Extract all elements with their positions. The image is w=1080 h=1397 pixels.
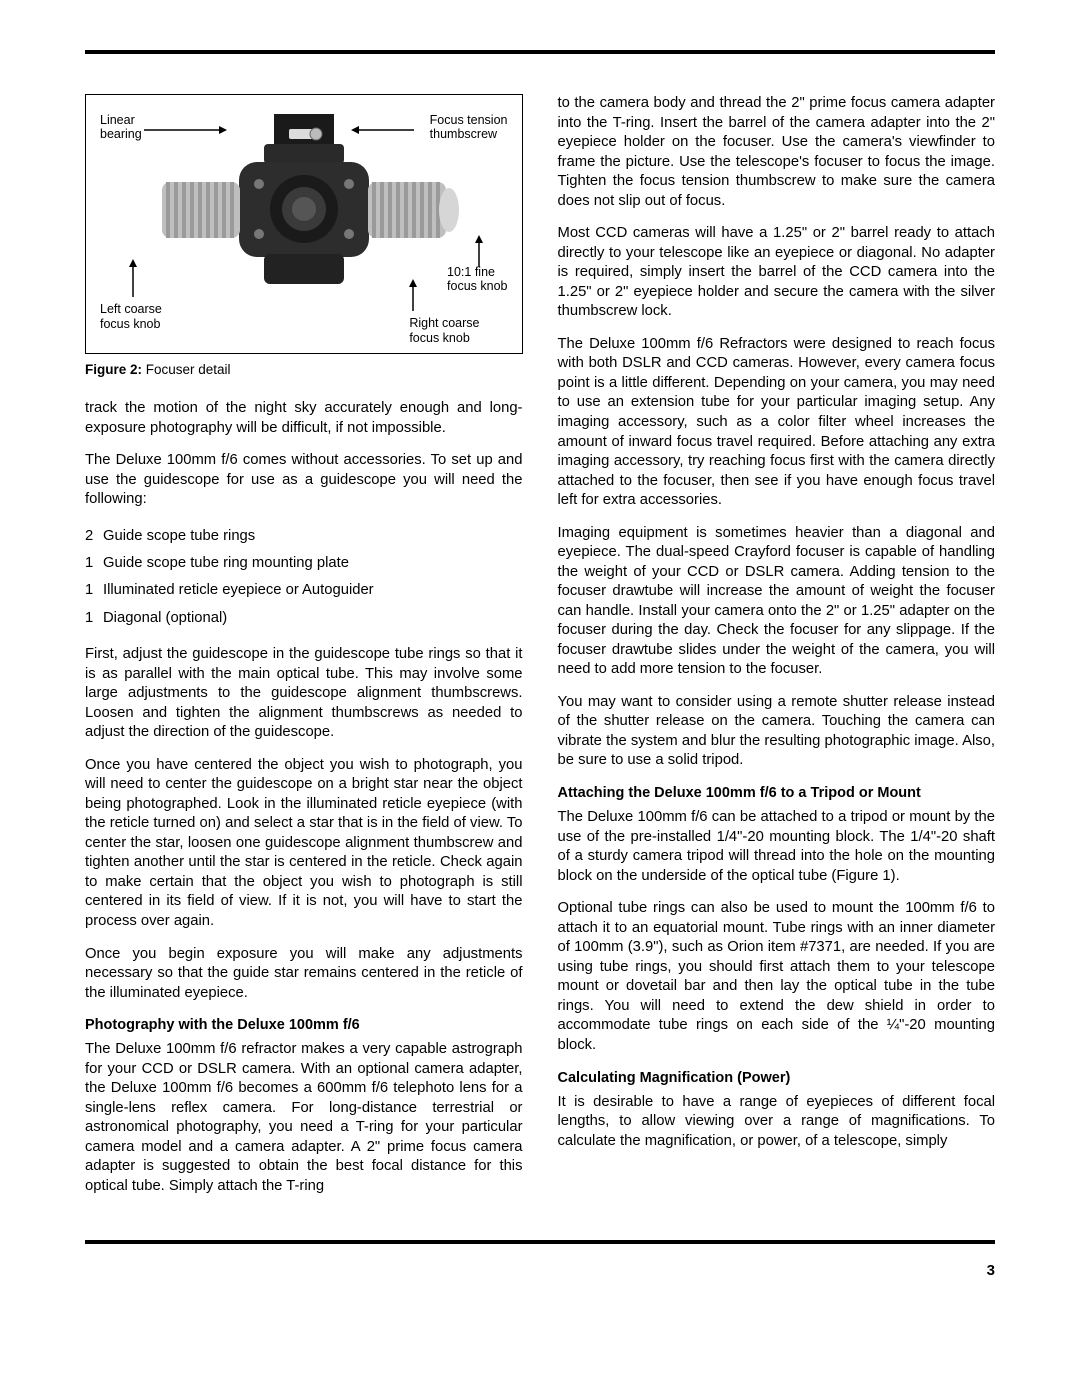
- right-column: to the camera body and thread the 2" pri…: [558, 94, 996, 1210]
- page-number: 3: [85, 1262, 995, 1279]
- list-item: 2Guide scope tube rings: [85, 523, 523, 550]
- bottom-rule: [85, 1240, 995, 1244]
- figure-caption-text: Focuser detail: [142, 362, 231, 377]
- heading-photography: Photography with the Deluxe 100mm f/6: [85, 1016, 523, 1034]
- heading-magnification: Calculating Magnification (Power): [558, 1069, 996, 1087]
- arrow-icon: [406, 277, 420, 311]
- arrow-icon: [126, 257, 140, 297]
- list-text: Diagonal (optional): [103, 605, 227, 632]
- list-qty: 1: [85, 577, 103, 604]
- arrow-icon: [144, 123, 229, 137]
- label-right-coarse: Right coarse focus knob: [407, 316, 481, 345]
- body-paragraph: Imaging equipment is sometimes heavier t…: [558, 524, 996, 680]
- figure-2-box: Linear bearing Focus tension thumbscrew …: [85, 94, 523, 354]
- arrow-icon: [349, 123, 414, 137]
- list-item: 1Diagonal (optional): [85, 605, 523, 632]
- body-paragraph: to the camera body and thread the 2" pri…: [558, 94, 996, 211]
- body-paragraph: You may want to consider using a remote …: [558, 693, 996, 771]
- heading-attaching: Attaching the Deluxe 100mm f/6 to a Trip…: [558, 784, 996, 802]
- list-item: 1Guide scope tube ring mounting plate: [85, 550, 523, 577]
- list-text: Guide scope tube ring mounting plate: [103, 550, 349, 577]
- list-qty: 2: [85, 523, 103, 550]
- top-rule: [85, 50, 995, 54]
- body-paragraph: The Deluxe 100mm f/6 can be attached to …: [558, 808, 996, 886]
- body-paragraph: Once you begin exposure you will make an…: [85, 945, 523, 1004]
- list-text: Guide scope tube rings: [103, 523, 255, 550]
- body-paragraph: The Deluxe 100mm f/6 comes without acces…: [85, 451, 523, 510]
- label-left-coarse: Left coarse focus knob: [98, 302, 164, 331]
- body-paragraph: Most CCD cameras will have a 1.25" or 2"…: [558, 224, 996, 322]
- body-paragraph: It is desirable to have a range of eyepi…: [558, 1093, 996, 1152]
- list-text: Illuminated reticle eyepiece or Autoguid…: [103, 577, 374, 604]
- list-qty: 1: [85, 605, 103, 632]
- body-paragraph: Once you have centered the object you wi…: [85, 756, 523, 932]
- page: Linear bearing Focus tension thumbscrew …: [0, 0, 1080, 1319]
- figure-2-caption: Figure 2: Focuser detail: [85, 362, 523, 377]
- figure-caption-bold: Figure 2:: [85, 362, 142, 377]
- left-column: Linear bearing Focus tension thumbscrew …: [85, 94, 523, 1210]
- accessories-list: 2Guide scope tube rings 1Guide scope tub…: [85, 523, 523, 632]
- body-paragraph: The Deluxe 100mm f/6 refractor makes a v…: [85, 1040, 523, 1196]
- body-paragraph: The Deluxe 100mm f/6 Refractors were des…: [558, 335, 996, 511]
- label-linear-bearing: Linear bearing: [98, 113, 144, 142]
- body-paragraph: track the motion of the night sky accura…: [85, 399, 523, 438]
- list-qty: 1: [85, 550, 103, 577]
- arrow-icon: [472, 233, 486, 267]
- list-item: 1Illuminated reticle eyepiece or Autogui…: [85, 577, 523, 604]
- label-fine-focus: 10:1 fine focus knob: [445, 265, 509, 294]
- body-paragraph: First, adjust the guidescope in the guid…: [85, 645, 523, 743]
- two-column-layout: Linear bearing Focus tension thumbscrew …: [85, 94, 995, 1210]
- label-focus-tension: Focus tension thumbscrew: [428, 113, 510, 142]
- body-paragraph: Optional tube rings can also be used to …: [558, 899, 996, 1055]
